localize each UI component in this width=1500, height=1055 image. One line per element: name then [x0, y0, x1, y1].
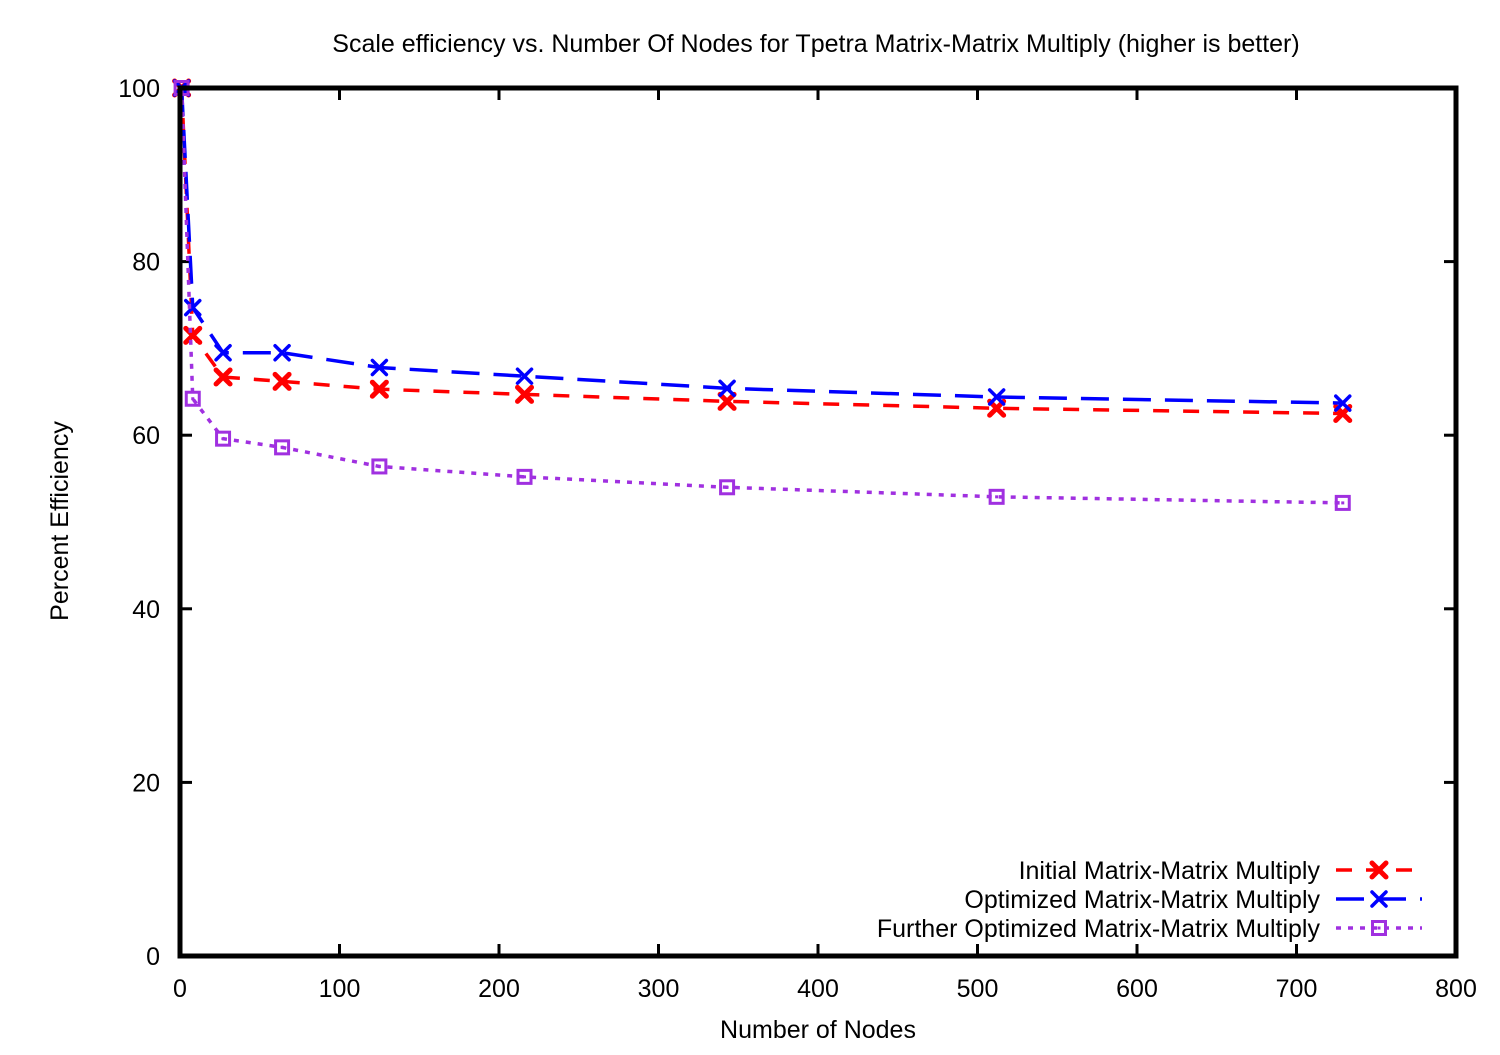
x-tick-label: 100	[319, 975, 361, 1003]
data-point	[516, 468, 533, 485]
y-axis-label: Percent Efficiency	[46, 421, 74, 621]
legend-label: Optimized Matrix-Matrix Multiply	[964, 886, 1320, 914]
data-point	[718, 379, 736, 398]
data-point	[184, 298, 202, 317]
data-point	[1334, 394, 1352, 412]
data-point	[273, 343, 291, 362]
data-point	[183, 325, 203, 345]
series-3	[173, 80, 1351, 511]
chart-title: Scale efficiency vs. Number Of Nodes for…	[332, 30, 1299, 58]
data-point	[213, 367, 233, 387]
series-line	[179, 87, 1343, 505]
legend: Initial Matrix-Matrix MultiplyOptimized …	[877, 857, 1422, 943]
legend-entry: Optimized Matrix-Matrix Multiply	[964, 886, 1422, 914]
data-point	[515, 384, 535, 404]
data-point	[214, 343, 232, 362]
data-point	[1334, 494, 1351, 511]
data-point	[369, 379, 389, 399]
legend-label: Initial Matrix-Matrix Multiply	[1019, 857, 1321, 885]
series-line	[179, 87, 1343, 416]
data-point	[988, 488, 1005, 505]
data-point	[274, 439, 291, 456]
data-point	[987, 388, 1006, 406]
x-axis-label: Number of Nodes	[720, 1016, 916, 1044]
x-tick-label: 800	[1435, 975, 1477, 1003]
plot-frame	[177, 85, 1459, 959]
data-point	[719, 479, 736, 496]
y-tick-label: 20	[132, 769, 160, 797]
x-tick-label: 400	[797, 975, 839, 1003]
data-point	[370, 358, 389, 377]
y-tick-label: 100	[118, 75, 160, 103]
x-tick-label: 600	[1116, 975, 1158, 1003]
legend-marker	[1371, 920, 1387, 936]
legend-entry: Initial Matrix-Matrix Multiply	[1019, 857, 1422, 885]
series-2	[172, 79, 1352, 412]
legend-marker	[1370, 890, 1388, 908]
x-tick-label: 300	[638, 975, 680, 1003]
x-tick-label: 0	[173, 975, 187, 1003]
legend-label: Further Optimized Matrix-Matrix Multiply	[877, 915, 1321, 943]
data-point	[717, 391, 737, 411]
series-1	[172, 78, 1353, 423]
axis-ticks: 0 100 200 300 400 500 600 700 800 0 20 40 60 80 100	[118, 75, 1477, 1003]
data-point	[515, 367, 534, 385]
series-layer	[172, 78, 1353, 511]
x-tick-label: 200	[478, 975, 520, 1003]
data-point	[215, 430, 232, 447]
y-tick-label: 80	[132, 249, 160, 277]
y-tick-label: 40	[132, 596, 160, 624]
legend-entry: Further Optimized Matrix-Matrix Multiply	[877, 915, 1422, 943]
data-point	[371, 458, 388, 475]
y-tick-label: 60	[132, 422, 160, 450]
data-point	[272, 371, 292, 391]
data-point	[184, 390, 201, 407]
x-tick-label: 500	[957, 975, 999, 1003]
legend-marker	[1369, 860, 1389, 880]
series-line	[179, 87, 1343, 405]
x-tick-label: 700	[1276, 975, 1318, 1003]
y-tick-label: 0	[146, 943, 160, 971]
